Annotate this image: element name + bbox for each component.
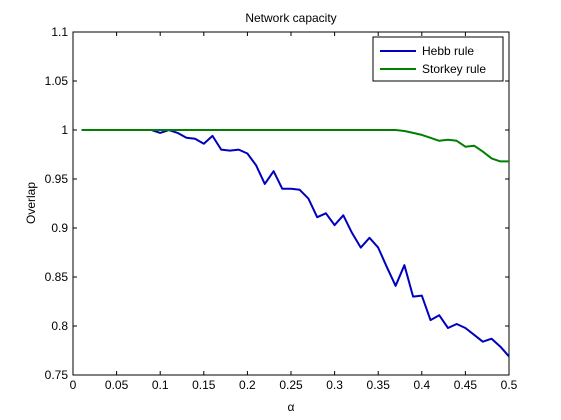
x-tick-label: 0.05 [105, 378, 129, 392]
x-tick-label: 0.5 [501, 378, 518, 392]
plot-area [73, 32, 509, 375]
y-tick-label: 0.9 [51, 221, 68, 235]
legend: Hebb rule Storkey rule [373, 37, 503, 81]
y-tick-label: 0.85 [45, 270, 69, 284]
y-tick-label: 1 [61, 123, 68, 137]
x-tick-label: 0.35 [367, 378, 391, 392]
chart-title: Network capacity [245, 11, 336, 25]
y-tick-label: 0.95 [45, 172, 69, 186]
legend-label-hebb: Hebb rule [422, 44, 474, 58]
x-axis-label: α [288, 400, 295, 414]
x-tick-label: 0.1 [152, 378, 169, 392]
y-tick-label: 1.05 [45, 74, 69, 88]
x-tick-label: 0.4 [413, 378, 430, 392]
x-tick-label: 0.2 [239, 378, 256, 392]
y-axis-label: Overlap [24, 182, 38, 224]
y-tick-label: 0.8 [51, 319, 68, 333]
x-tick-label: 0.25 [279, 378, 303, 392]
y-tick-label: 0.75 [45, 368, 69, 382]
legend-label-storkey: Storkey rule [422, 62, 486, 76]
y-tick-label: 1.1 [51, 25, 68, 39]
x-tick-label: 0.45 [454, 378, 478, 392]
x-tick-label: 0.3 [326, 378, 343, 392]
x-tick-label: 0.15 [192, 378, 216, 392]
x-tick-label: 0 [70, 378, 77, 392]
